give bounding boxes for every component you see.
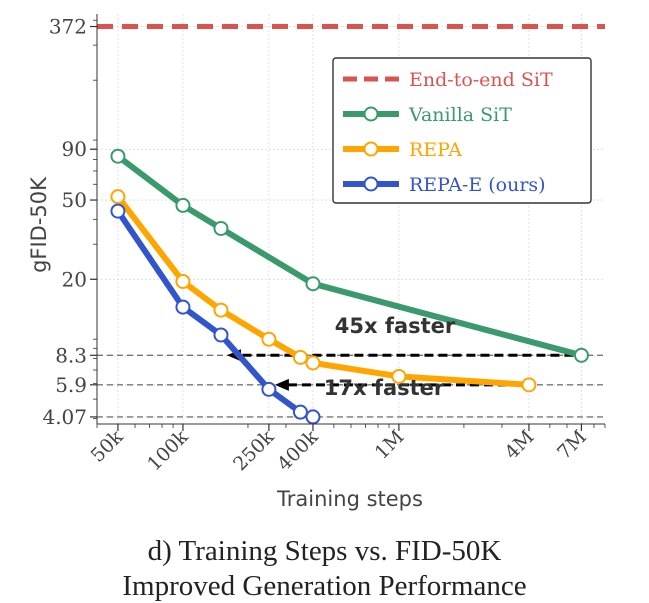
data-point — [292, 404, 308, 420]
data-point — [110, 203, 126, 219]
data-point — [521, 377, 537, 393]
legend-swatch-marker — [363, 106, 379, 122]
data-series — [97, 24, 605, 425]
data-point — [391, 368, 407, 384]
data-point — [213, 220, 229, 236]
x-tick-label: 250k — [229, 426, 279, 476]
data-point — [175, 197, 191, 213]
x-tick-label: 100k — [143, 426, 193, 476]
annotation-45x: 45x faster — [335, 314, 456, 338]
data-point — [213, 302, 229, 318]
legend-label: REPA — [409, 139, 462, 161]
x-tick-label: 50k — [87, 426, 128, 467]
legend-box — [332, 57, 592, 204]
axes — [90, 14, 606, 431]
data-point — [261, 381, 277, 397]
y-tick-label: 8.3 — [55, 343, 87, 367]
y-tick-label: 4.07 — [42, 405, 87, 429]
legend-swatch-marker — [363, 141, 379, 157]
speedup-arrow-head — [274, 378, 289, 391]
data-point — [175, 273, 191, 289]
legend-label: Vanilla SiT — [408, 104, 512, 126]
legend: End-to-end SiT Vanilla SiT REPA REPA-E (our… — [332, 57, 592, 204]
y-tick-label: 90 — [62, 137, 87, 161]
data-point — [261, 331, 277, 347]
data-point — [175, 299, 191, 315]
data-point — [292, 349, 308, 365]
caption-line-1: d) Training Steps vs. FID-50K — [147, 535, 502, 567]
y-tick-label: 20 — [62, 267, 87, 291]
series-line-2 — [114, 193, 532, 388]
data-point — [110, 148, 126, 164]
x-tick-label: 7M — [553, 426, 591, 464]
data-point — [573, 347, 589, 363]
legend-label: REPA-E (ours) — [409, 174, 546, 196]
legend-swatch-marker — [363, 176, 379, 192]
y-tick-label: 372 — [49, 15, 87, 39]
data-point — [213, 327, 229, 343]
data-point — [305, 355, 321, 371]
annotation-17x: 17x faster — [324, 376, 445, 400]
y-tick-label: 5.9 — [55, 373, 87, 397]
legend-label: End-to-end SiT — [409, 69, 553, 91]
caption-line-2: Improved Generation Performance — [122, 570, 527, 602]
x-tick-label: 400k — [273, 426, 323, 476]
x-axis-label: Training steps — [276, 487, 423, 511]
data-point — [305, 276, 321, 292]
data-point — [110, 189, 126, 205]
y-axis-label: gFID-50K — [27, 176, 51, 273]
data-point — [305, 409, 321, 425]
x-tick-label: 1M — [371, 426, 409, 464]
x-tick-label: 4M — [501, 426, 539, 464]
y-tick-label: 50 — [62, 188, 87, 212]
